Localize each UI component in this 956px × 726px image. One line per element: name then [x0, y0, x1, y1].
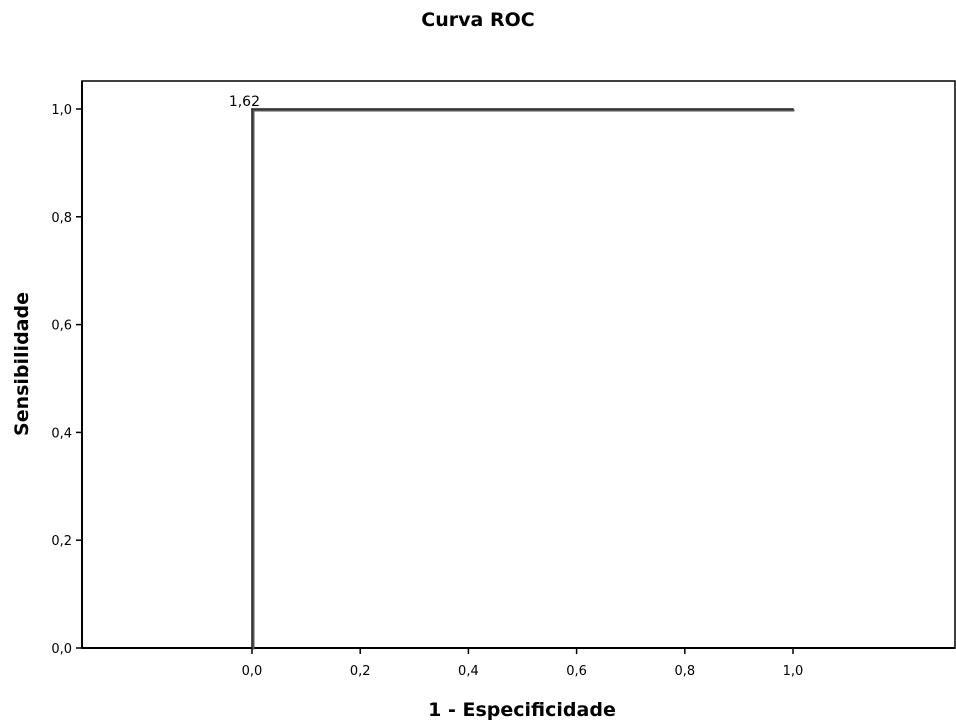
x-axis-label: 1 - Especificidade	[428, 699, 616, 721]
y-tick-label: 0,0	[51, 642, 72, 657]
x-tick-label: 1,0	[783, 664, 804, 679]
roc-point	[251, 647, 253, 649]
roc-curve-line	[251, 108, 793, 648]
roc-point	[792, 108, 794, 110]
y-tick-label: 0,8	[51, 211, 72, 226]
y-tick-label: 0,2	[51, 534, 72, 549]
point-annotation: 1,62	[229, 94, 260, 110]
annotations: 1,62	[229, 94, 260, 110]
y-axis-ticks: 0,0 0,2 0,4 0,6 0,8 1,0	[51, 103, 82, 657]
x-tick-label: 0,0	[242, 664, 263, 679]
x-tick-label: 0,4	[458, 664, 479, 679]
roc-point	[251, 108, 253, 110]
chart-title: Curva ROC	[421, 9, 534, 31]
roc-curve-shadow	[252, 109, 795, 650]
y-tick-label: 0,6	[51, 319, 72, 334]
x-tick-label: 0,6	[566, 664, 587, 679]
x-tick-label: 0,8	[674, 664, 695, 679]
plot-frame	[81, 80, 956, 649]
roc-curve-group	[251, 108, 795, 650]
y-tick-label: 0,4	[51, 426, 72, 441]
x-axis-ticks: 0,0 0,2 0,4 0,6 0,8 1,0	[242, 648, 804, 679]
y-axis-label: Sensibilidade	[11, 292, 33, 436]
x-tick-label: 0,2	[350, 664, 371, 679]
y-tick-label: 1,0	[51, 103, 72, 118]
